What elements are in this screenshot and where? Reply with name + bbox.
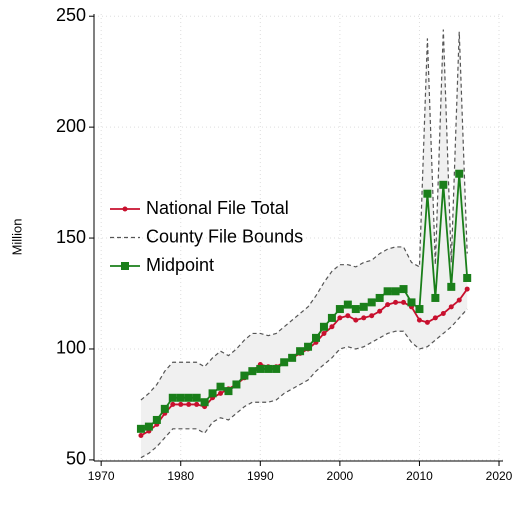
marker: [343, 300, 352, 309]
x-tick-label: 2010: [406, 469, 433, 483]
legend-label: National File Total: [146, 198, 289, 218]
marker: [359, 302, 368, 311]
legend-marker: [121, 262, 129, 270]
marker: [448, 304, 454, 310]
marker: [329, 324, 335, 330]
marker: [393, 299, 399, 305]
marker: [327, 313, 336, 322]
marker: [423, 189, 432, 198]
marker: [168, 393, 177, 402]
marker: [424, 319, 430, 325]
marker: [296, 347, 305, 356]
legend-label: Midpoint: [146, 255, 214, 275]
marker: [160, 404, 169, 413]
marker: [186, 401, 192, 407]
marker: [377, 308, 383, 314]
marker: [170, 401, 176, 407]
marker: [351, 305, 360, 314]
marker: [369, 313, 375, 319]
marker: [416, 317, 422, 323]
marker: [319, 322, 328, 331]
bound-line: [140, 308, 468, 459]
marker: [353, 317, 359, 323]
bounds-area: [140, 29, 468, 458]
y-tick-label: 50: [66, 449, 86, 469]
marker: [391, 287, 400, 296]
marker: [178, 401, 184, 407]
legend-marker: [122, 206, 128, 212]
y-tick-label: 250: [56, 5, 86, 25]
marker: [432, 315, 438, 321]
marker: [144, 422, 153, 431]
marker: [337, 315, 343, 321]
marker: [312, 333, 321, 342]
marker: [194, 401, 200, 407]
marker: [439, 180, 448, 189]
marker: [208, 389, 217, 398]
y-tick-label: 100: [56, 338, 86, 358]
marker: [463, 273, 472, 282]
marker: [272, 364, 281, 373]
marker: [248, 367, 257, 376]
marker: [232, 380, 241, 389]
marker: [216, 382, 225, 391]
marker: [456, 297, 462, 303]
marker: [399, 285, 408, 294]
marker: [345, 313, 351, 319]
x-tick-label: 1970: [88, 469, 115, 483]
marker: [264, 364, 273, 373]
marker: [440, 310, 446, 316]
marker: [464, 286, 470, 292]
bound-line: [140, 29, 468, 401]
marker: [385, 302, 391, 308]
marker: [375, 293, 384, 302]
x-tick-label: 2000: [327, 469, 354, 483]
marker: [138, 432, 144, 438]
marker: [321, 330, 327, 336]
marker: [200, 398, 209, 407]
marker: [407, 298, 416, 307]
y-tick-label: 150: [56, 227, 86, 247]
marker: [335, 305, 344, 314]
marker: [288, 353, 297, 362]
x-tick-label: 1990: [247, 469, 274, 483]
y-axis-label: Million: [9, 219, 24, 256]
marker: [136, 424, 145, 433]
legend-label: County File Bounds: [146, 226, 303, 246]
marker: [431, 293, 440, 302]
marker: [383, 287, 392, 296]
marker: [152, 415, 161, 424]
y-tick-label: 200: [56, 116, 86, 136]
marker: [224, 387, 233, 396]
marker: [367, 298, 376, 307]
marker: [401, 299, 407, 305]
marker: [280, 358, 289, 367]
marker: [240, 371, 249, 380]
marker: [192, 393, 201, 402]
marker: [361, 315, 367, 321]
marker: [415, 305, 424, 314]
marker: [304, 342, 313, 351]
marker: [455, 169, 464, 178]
marker: [176, 393, 185, 402]
marker: [447, 282, 456, 291]
marker: [184, 393, 193, 402]
x-tick-label: 1980: [167, 469, 194, 483]
x-tick-label: 2020: [486, 469, 512, 483]
marker: [218, 390, 224, 396]
marker: [256, 364, 265, 373]
